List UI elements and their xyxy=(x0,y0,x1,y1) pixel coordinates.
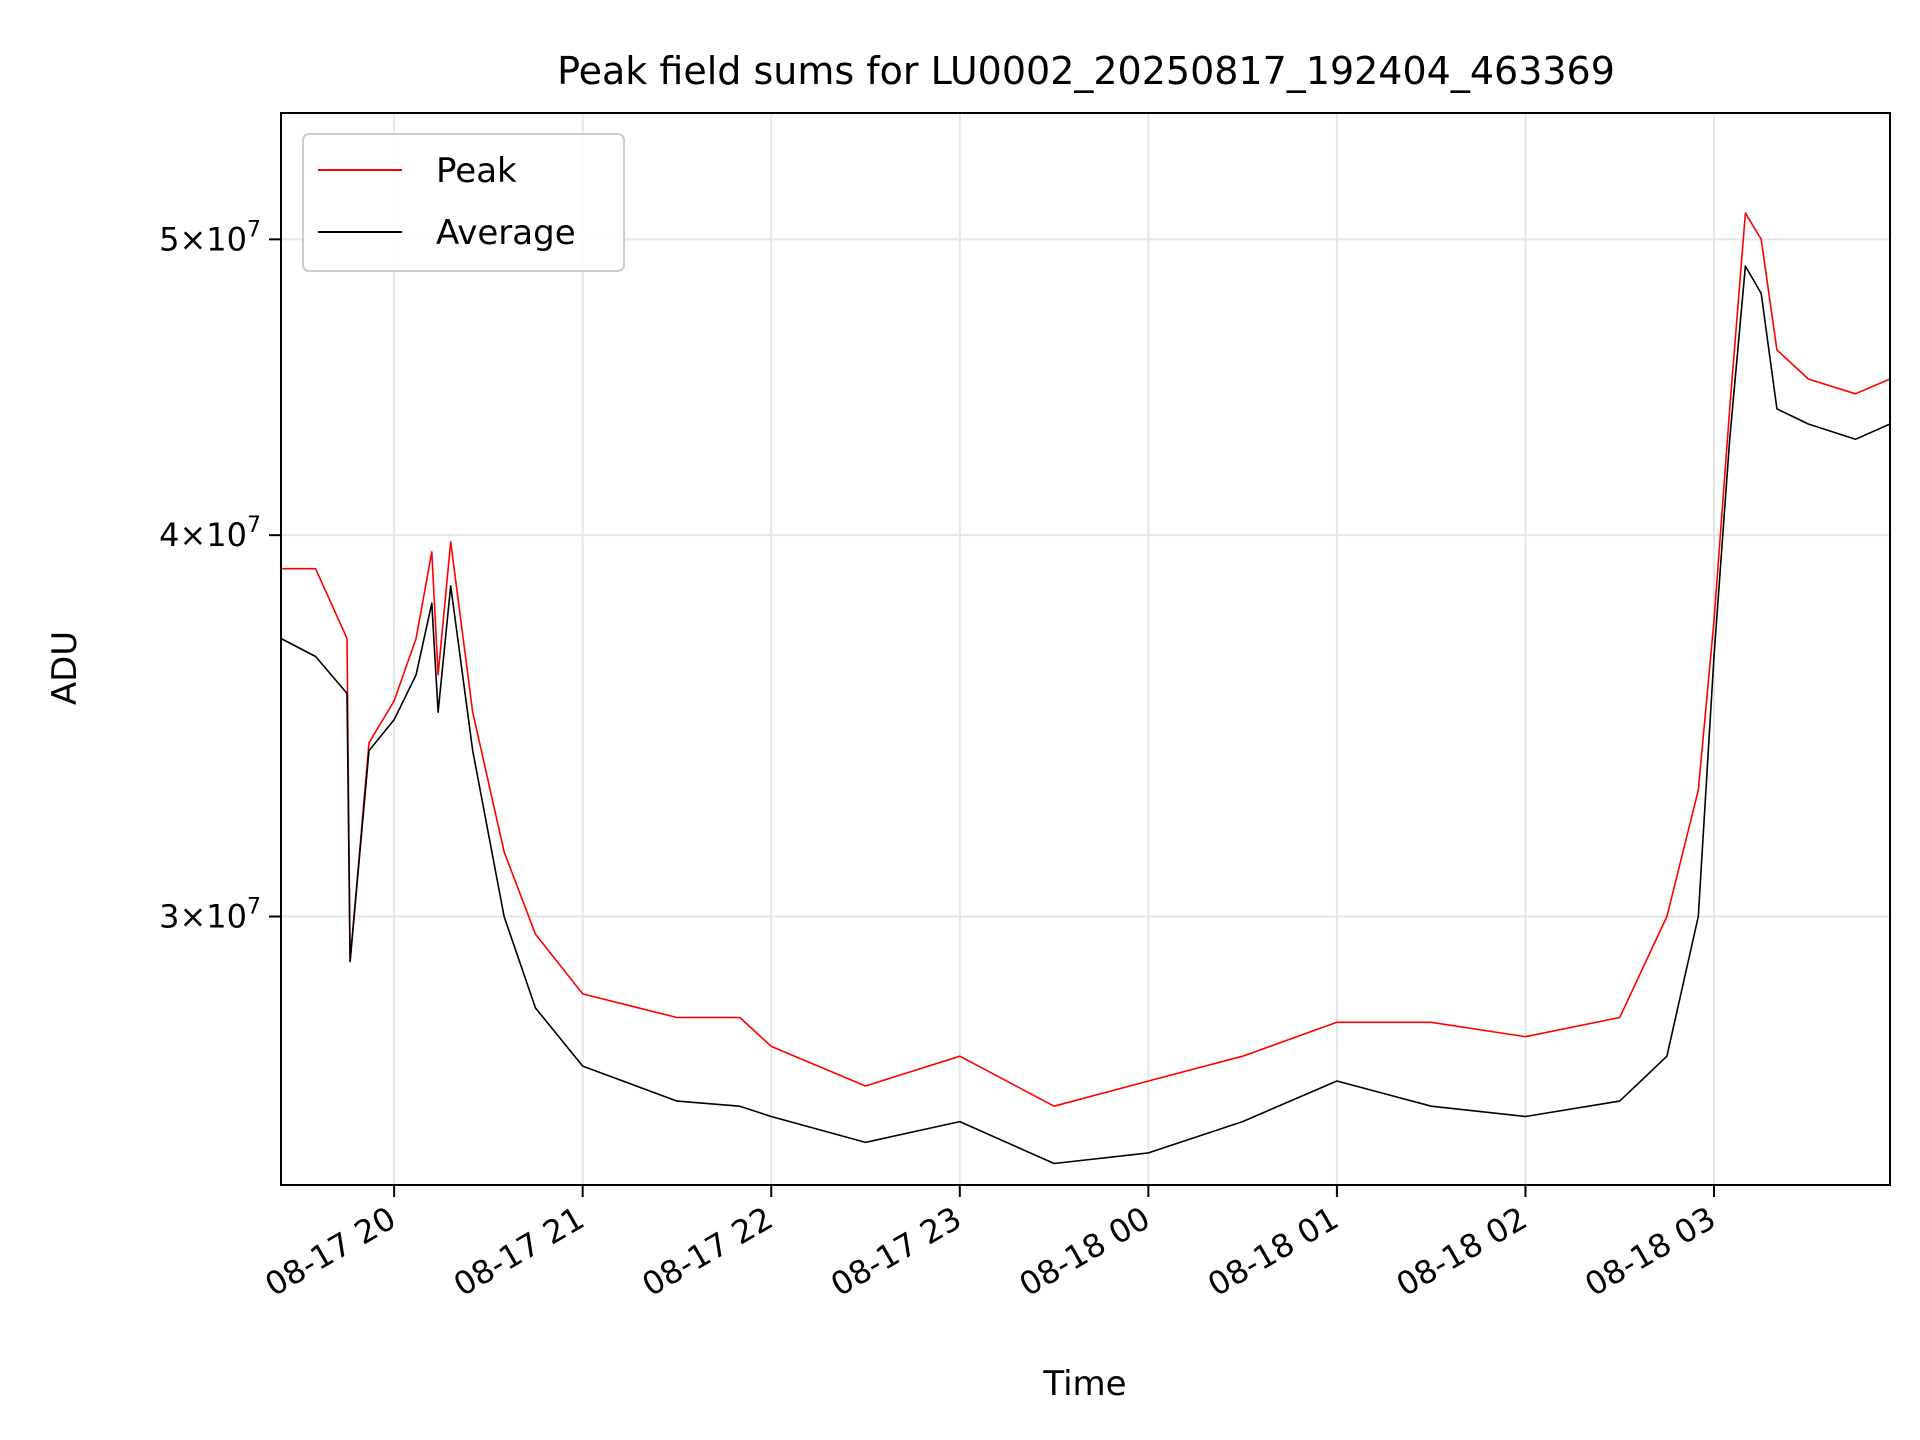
y-tick-label: 3×107 xyxy=(159,895,261,936)
y-tick-base: ×10 xyxy=(179,516,247,554)
y-tick-base: ×10 xyxy=(179,898,247,936)
y-tick-exponent: 7 xyxy=(247,217,261,242)
y-tick-mantissa: 5 xyxy=(159,220,179,258)
y-tick-label: 5×107 xyxy=(159,217,261,258)
y-tick-exponent: 7 xyxy=(247,513,261,538)
y-axis-label: ADU xyxy=(45,631,85,705)
y-tick-mantissa: 3 xyxy=(159,898,179,936)
y-tick-exponent: 7 xyxy=(247,895,261,920)
plot-frame xyxy=(280,112,1891,1186)
series-line-peak xyxy=(281,212,1891,1107)
legend: Peak Average xyxy=(302,133,625,272)
grid xyxy=(281,113,1890,1185)
legend-box xyxy=(302,133,625,272)
chart-title: Peak field sums for LU0002_20250817_1924… xyxy=(557,49,1615,93)
series-group xyxy=(280,212,1891,1165)
x-axis-label: Time xyxy=(1042,1364,1126,1404)
y-tick-base: ×10 xyxy=(179,220,247,258)
y-tick-mantissa: 4 xyxy=(159,516,179,554)
series-line-average xyxy=(280,265,1891,1165)
legend-label-peak: Peak xyxy=(436,151,517,191)
y-tick-label: 4×107 xyxy=(159,513,261,554)
legend-label-average: Average xyxy=(436,213,576,253)
